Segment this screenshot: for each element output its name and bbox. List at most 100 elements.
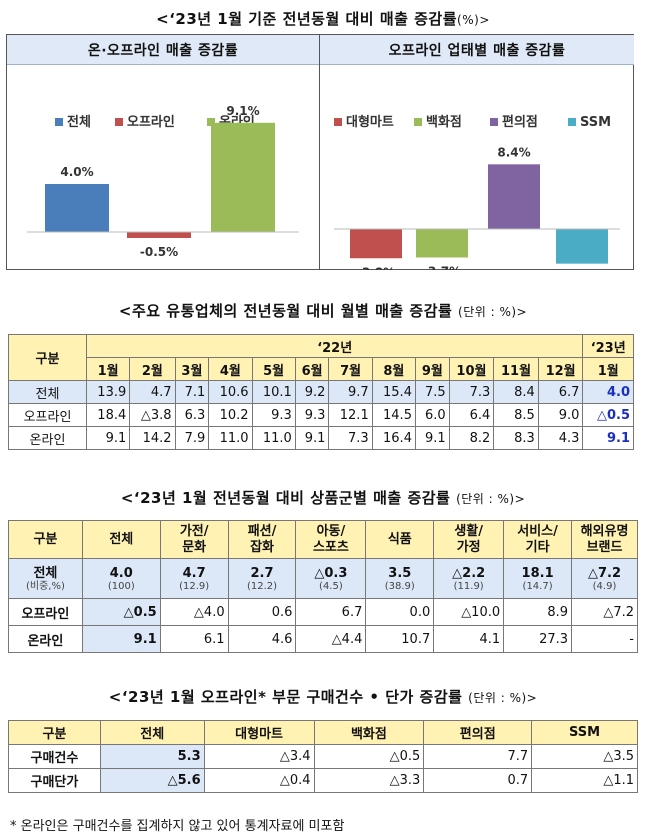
table-row: 온라인 9.1 14.2 7.9 11.0 11.0 9.1 7.3 16.4 9.1 8.2 8.3… <box>8 426 634 450</box>
table-cell: 7.3 <box>448 380 495 404</box>
data-label-오프라인: -0.5% <box>140 245 178 259</box>
table-cell: △10.0 <box>433 598 505 626</box>
legend-label-2: 편의점 <box>502 114 538 130</box>
purchase-header-4: 편의점 <box>423 720 533 745</box>
table-cell: 6.7 <box>537 380 584 404</box>
bar-대형마트 <box>350 229 402 259</box>
purchase-header-1: 전체 <box>99 720 205 745</box>
table-cell: 13.9 <box>85 380 131 404</box>
table-cell: 5.3 <box>99 744 205 769</box>
table-cell: 9.3 <box>251 403 296 427</box>
legend-swatch-2 <box>490 118 498 126</box>
table-cell: 0.0 <box>365 598 435 626</box>
legend-swatch-0 <box>55 118 63 126</box>
data-label-온라인: 9.1% <box>226 104 259 118</box>
table1-year22: ‘22년 <box>85 334 584 358</box>
table-cell: 7.1 <box>174 380 210 404</box>
row-label: 온라인 <box>8 625 83 653</box>
category-header-7: 서비스/기타 <box>503 520 573 559</box>
data-label-대형마트: -3.8% <box>357 265 395 270</box>
table-cell: 3.5 (38.9) <box>365 558 435 599</box>
legend-label-1: 백화점 <box>426 114 462 130</box>
month-header-10: 11월 <box>493 357 539 381</box>
table-cell: △1.1 <box>531 768 638 793</box>
table-cell: 4.7 (12.9) <box>159 558 229 599</box>
table-cell: △0.3 (4.5) <box>295 558 367 599</box>
table-cell: 10.1 <box>251 380 296 404</box>
table-cell: △5.6 <box>99 768 205 793</box>
purchase-header-3: 백화점 <box>313 720 425 745</box>
table-cell: 10.7 <box>365 625 435 653</box>
category-header-8: 해외유명 브랜드 <box>571 520 638 559</box>
row-label: 전체 (비중,%) <box>8 558 83 599</box>
month-header-2: 3월 <box>174 357 210 381</box>
table1-title: <주요 유통업체의 전년동월 대비 월별 매출 증감률 (단위 : %)> <box>118 302 528 320</box>
table-cell: 11.0 <box>208 426 253 450</box>
section1-title: <‘23년 1월 기준 전년동월 대비 매출 증감률(%)> <box>156 10 490 28</box>
table-cell: △0.5 <box>313 744 425 769</box>
data-label-백화점: -3.7% <box>423 264 461 270</box>
row-label: 전체 <box>8 380 87 404</box>
purchase-header-5: SSM <box>531 720 638 745</box>
table-cell: 8.3 <box>493 426 539 450</box>
table-row: 구매단가 △5.6 △0.4 △3.3 0.7 △1.1 <box>8 768 638 793</box>
legend-swatch-2 <box>207 118 215 126</box>
table-cell: 2.7 (12.2) <box>227 558 297 599</box>
month-header-4: 5월 <box>251 357 296 381</box>
table-cell: 9.0 <box>537 403 584 427</box>
legend-label-0: 대형마트 <box>346 114 394 130</box>
table-cell: 18.4 <box>85 403 131 427</box>
legend-swatch-1 <box>115 118 123 126</box>
table-cell: 9.1 <box>582 426 634 450</box>
table-cell: 6.3 <box>174 403 210 427</box>
table-cell: 10.2 <box>208 403 253 427</box>
table-row: 오프라인 18.4 △3.8 6.3 10.2 9.3 9.3 12.1 14.5 6.0 6.4 8… <box>8 403 634 427</box>
table-cell: 14.2 <box>129 426 176 450</box>
table-cell: △4.4 <box>295 625 367 653</box>
category-sales-table: 구분 전체 가전/문화 패션/잡화 아동/스포츠 식품 생활/가정 서비스/기타 해외유명 브랜드… <box>8 520 638 653</box>
table1-year23: ‘23년 <box>582 334 634 358</box>
month-header-11: 12월 <box>537 357 584 381</box>
table-cell: 4.0 <box>582 380 634 404</box>
table-cell: 7.3 <box>328 426 373 450</box>
table-row: 오프라인 △0.5 △4.0 0.6 6.7 0.0 △10.0 8.9 △7.2 <box>8 598 638 626</box>
table-cell: 8.2 <box>448 426 495 450</box>
bar-온라인 <box>211 122 275 232</box>
bar-백화점 <box>416 229 468 258</box>
table-cell: 7.9 <box>174 426 210 450</box>
table-cell: 9.1 <box>81 625 161 653</box>
row-label: 오프라인 <box>8 598 83 626</box>
table-cell: 8.9 <box>503 598 573 626</box>
table3-title: <‘23년 1월 오프라인* 부문 구매건수 • 단가 증감률 (단위 : %)… <box>108 688 538 706</box>
legend-swatch-0 <box>334 118 342 126</box>
row-label: 구매단가 <box>8 768 101 793</box>
table-cell: 15.4 <box>371 380 416 404</box>
legend-swatch-3 <box>568 118 576 126</box>
chart2-title: 오프라인 업태별 매출 증감률 <box>320 35 634 65</box>
month-header-9: 10월 <box>448 357 495 381</box>
month-header-3: 4월 <box>208 357 253 381</box>
legend-label-1: 오프라인 <box>127 114 175 130</box>
table-cell: 4.0 (100) <box>81 558 161 599</box>
table-cell: 4.7 <box>129 380 176 404</box>
table-cell: △3.8 <box>129 403 176 427</box>
monthly-sales-table: 구분 ‘22년 ‘23년 1월 2월 3월 4월 5월 6월 7월 8월 9월 10월 11월 12월… <box>8 334 634 450</box>
table-cell: △0.5 <box>582 403 634 427</box>
month-header-5: 6월 <box>294 357 330 381</box>
table-cell: △0.4 <box>203 768 315 793</box>
table-cell: △7.2 <box>571 598 638 626</box>
data-label-편의점: 8.4% <box>497 145 530 159</box>
table-cell: 6.4 <box>448 403 495 427</box>
table-cell: 10.6 <box>208 380 253 404</box>
table-cell: 4.1 <box>433 625 505 653</box>
table-cell: △0.5 <box>81 598 161 626</box>
table-cell: 8.5 <box>493 403 539 427</box>
footnote: * 온라인은 구매건수를 집계하지 않고 있어 통계자료에 미포함 <box>10 819 345 834</box>
table-cell: 16.4 <box>371 426 416 450</box>
table-cell: 4.3 <box>537 426 584 450</box>
table2-title: <‘23년 1월 전년동월 대비 상품군별 매출 증감률 (단위 : %)> <box>120 489 526 507</box>
purchase-header-0: 구분 <box>8 720 101 745</box>
table1-corner: 구분 <box>8 334 87 381</box>
